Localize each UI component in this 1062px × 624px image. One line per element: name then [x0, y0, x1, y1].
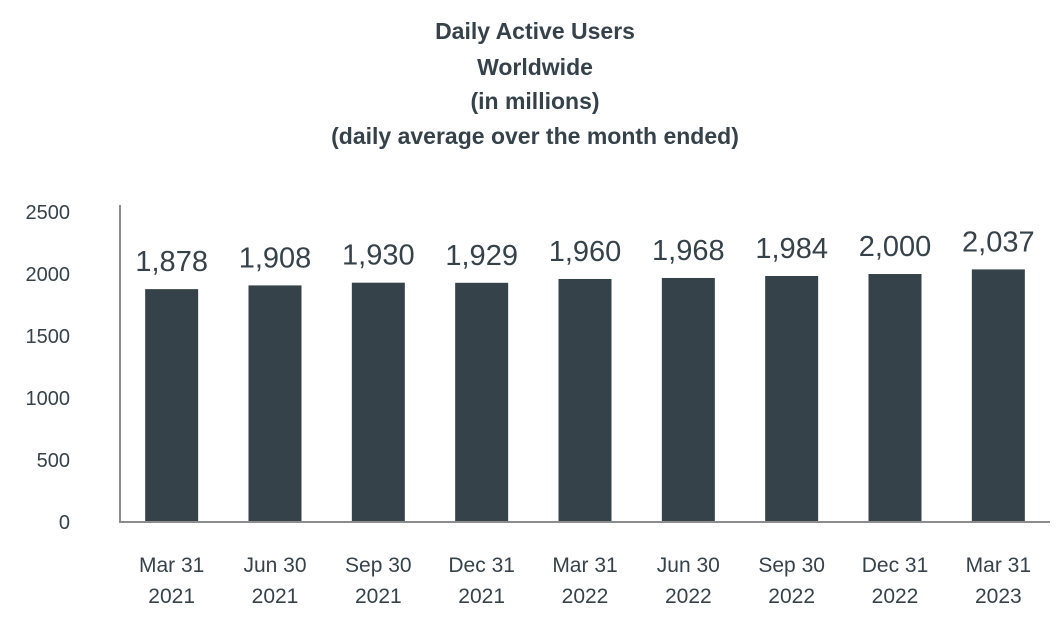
data-label: 1,984 — [755, 233, 828, 265]
bar — [971, 269, 1025, 522]
chart-title-line-4: (daily average over the month ended) — [331, 123, 739, 149]
bars — [145, 269, 1025, 522]
x-tick-year: 2022 — [768, 585, 815, 608]
x-tick-year: 2021 — [458, 585, 505, 608]
x-tick-year: 2021 — [355, 585, 402, 608]
bar — [558, 278, 612, 522]
x-tick-month: Jun 30 — [243, 554, 306, 577]
bar — [765, 275, 819, 522]
x-tick-month: Jun 30 — [657, 554, 720, 577]
x-tick-month: Sep 30 — [758, 554, 825, 577]
x-tick-month: Mar 31 — [552, 554, 617, 577]
data-label: 1,929 — [445, 240, 518, 272]
bar — [661, 277, 715, 522]
x-tick-year: 2022 — [665, 585, 712, 608]
x-tick-month: Dec 31 — [862, 554, 929, 577]
y-tick-label: 2000 — [26, 264, 71, 286]
chart-title: Daily Active Users Worldwide (in millions)… — [331, 18, 739, 149]
x-tick-label: Jun 30 2022 — [657, 554, 720, 608]
chart-title-line-3: (in millions) — [470, 88, 599, 114]
x-tick-year: 2021 — [252, 585, 299, 608]
data-labels: 1,878 1,908 1,930 1,929 1,960 1,968 1,984 2,000… — [135, 226, 1034, 278]
bar — [868, 274, 922, 522]
data-label: 1,878 — [135, 246, 208, 278]
x-tick-label: Jun 30 2021 — [243, 554, 306, 608]
bar — [145, 289, 199, 522]
bar — [455, 282, 509, 522]
y-tick-label: 2500 — [26, 202, 71, 224]
x-tick-label: Dec 31 2021 — [448, 554, 515, 608]
x-tick-year: 2021 — [148, 585, 195, 608]
x-tick-label: Mar 31 2022 — [552, 554, 617, 608]
data-label: 1,908 — [239, 242, 312, 274]
x-tick-year: 2023 — [975, 585, 1022, 608]
y-tick-label: 1500 — [26, 326, 71, 348]
bar — [351, 282, 405, 522]
x-tick-year: 2022 — [872, 585, 919, 608]
chart-title-line-1: Daily Active Users — [435, 18, 635, 44]
x-tick-month: Sep 30 — [345, 554, 412, 577]
data-label: 1,968 — [652, 235, 725, 267]
data-label: 1,960 — [549, 236, 622, 268]
x-tick-year: 2022 — [562, 585, 609, 608]
x-tick-label: Mar 31 2021 — [139, 554, 204, 608]
chart-title-line-2: Worldwide — [477, 54, 593, 80]
x-tick-label: Sep 30 2021 — [345, 554, 412, 608]
data-label: 1,930 — [342, 240, 415, 272]
x-tick-month: Dec 31 — [448, 554, 515, 577]
x-tick-month: Mar 31 — [139, 554, 204, 577]
x-tick-label: Sep 30 2022 — [758, 554, 825, 608]
data-label: 2,000 — [859, 231, 932, 263]
y-tick-label: 500 — [37, 450, 70, 472]
y-tick-label: 0 — [59, 512, 70, 534]
x-tick-label: Mar 31 2023 — [966, 554, 1031, 608]
data-label: 2,037 — [962, 226, 1035, 258]
y-axis: 0 500 1000 1500 2000 2500 — [26, 202, 121, 534]
bar — [248, 285, 302, 522]
x-axis: Mar 31 2021 Jun 30 2021 Sep 30 2021 Dec 31 2021… — [119, 521, 1050, 608]
x-tick-label: Dec 31 2022 — [862, 554, 929, 608]
y-tick-label: 1000 — [26, 388, 71, 410]
x-tick-month: Mar 31 — [966, 554, 1031, 577]
